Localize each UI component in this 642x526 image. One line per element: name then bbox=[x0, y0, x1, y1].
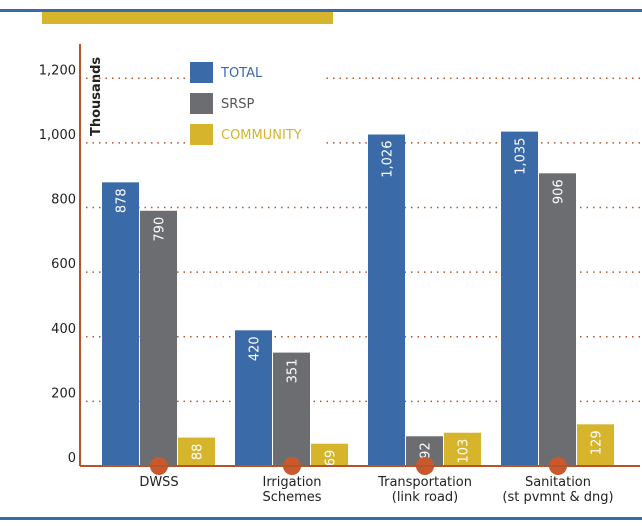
x-tick-label: (link road) bbox=[392, 490, 459, 505]
y-tick-label: 600 bbox=[51, 257, 76, 272]
bar bbox=[235, 330, 272, 466]
x-tick-label: Transportation bbox=[377, 475, 472, 490]
bar bbox=[368, 134, 405, 466]
value-label: 906 bbox=[552, 179, 567, 204]
value-label: 103 bbox=[457, 439, 472, 464]
value-label: 69 bbox=[324, 450, 339, 467]
value-label: 88 bbox=[191, 444, 206, 461]
bar bbox=[444, 432, 481, 466]
legend-swatch bbox=[190, 62, 213, 83]
x-tick-label: Schemes bbox=[262, 490, 321, 505]
value-label: 1,035 bbox=[514, 138, 529, 175]
value-label: 92 bbox=[419, 442, 434, 459]
legend-label: COMMUNITY bbox=[221, 128, 302, 143]
bottom-rule bbox=[0, 517, 642, 520]
y-tick-label: 1,000 bbox=[39, 128, 76, 143]
legend-label: SRSP bbox=[221, 97, 255, 112]
bar bbox=[273, 352, 310, 466]
value-label: 790 bbox=[153, 217, 168, 242]
value-label: 1,026 bbox=[381, 141, 396, 178]
value-label: 878 bbox=[115, 188, 130, 213]
y-tick-label: 1,200 bbox=[39, 63, 76, 78]
bar bbox=[102, 182, 139, 467]
top-accent bbox=[42, 12, 333, 24]
value-label: 129 bbox=[590, 430, 605, 455]
value-label: 351 bbox=[286, 359, 301, 384]
legend-label: TOTAL bbox=[220, 66, 263, 81]
bar bbox=[178, 437, 215, 466]
bar bbox=[539, 173, 576, 467]
top-rule bbox=[0, 9, 642, 12]
x-tick-label: Irrigation bbox=[262, 475, 321, 490]
y-axis-label: Thousands bbox=[89, 57, 104, 136]
value-label: 420 bbox=[248, 336, 263, 361]
y-tick-label: 800 bbox=[51, 193, 76, 208]
x-tick-label: DWSS bbox=[139, 475, 178, 490]
x-tick-label: Sanitation bbox=[525, 475, 591, 490]
y-tick-label: 0 bbox=[68, 451, 76, 466]
legend-swatch bbox=[190, 93, 213, 114]
bar bbox=[140, 210, 177, 466]
y-tick-label: 200 bbox=[51, 386, 76, 401]
legend-swatch bbox=[190, 124, 213, 145]
bar bbox=[501, 131, 538, 466]
bar bbox=[577, 424, 614, 466]
x-tick-label: (st pvmnt & dng) bbox=[502, 490, 613, 505]
bar bbox=[311, 443, 348, 466]
y-tick-label: 400 bbox=[51, 322, 76, 337]
